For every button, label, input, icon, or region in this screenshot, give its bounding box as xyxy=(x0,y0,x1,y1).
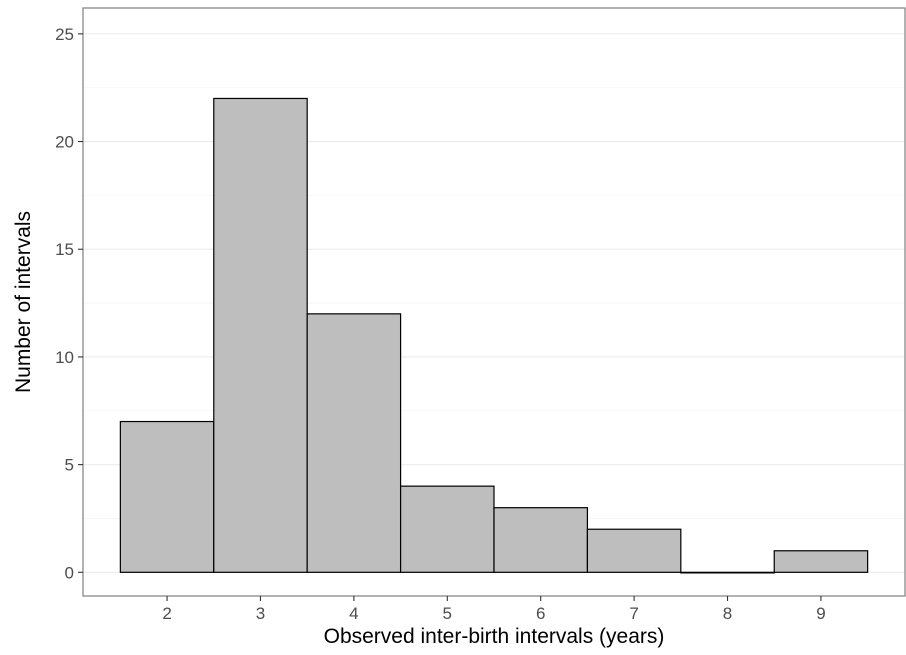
y-tick-label: 0 xyxy=(65,563,74,582)
y-tick-label: 5 xyxy=(65,456,74,475)
y-tick-label: 15 xyxy=(55,240,74,259)
x-axis-title: Observed inter-birth intervals (years) xyxy=(324,625,665,648)
x-tick-label: 7 xyxy=(629,604,638,623)
bar-9 xyxy=(773,550,869,573)
bar-7 xyxy=(586,528,682,573)
bar-5 xyxy=(399,485,495,573)
bar-6 xyxy=(493,507,589,573)
bar-8 xyxy=(680,571,775,574)
y-tick-label: 25 xyxy=(55,25,74,44)
x-tick-label: 5 xyxy=(443,604,452,623)
x-tick-label: 8 xyxy=(723,604,732,623)
bars xyxy=(119,97,869,574)
x-tick-label: 2 xyxy=(162,604,171,623)
bar-2 xyxy=(119,420,215,573)
bar-4 xyxy=(306,313,402,573)
x-tick-label: 3 xyxy=(256,604,265,623)
y-tick-label: 20 xyxy=(55,133,74,152)
x-tick-label: 6 xyxy=(536,604,545,623)
plot-panel-border xyxy=(82,7,906,597)
y-axis-title: Number of intervals xyxy=(12,211,35,393)
bar-3 xyxy=(213,97,308,573)
x-tick-label: 9 xyxy=(816,604,825,623)
y-axis: 0 5 10 15 20 25 xyxy=(55,25,83,582)
x-tick-label: 4 xyxy=(349,604,358,623)
y-tick-label: 10 xyxy=(55,348,74,367)
x-axis: 2 3 4 5 6 7 8 9 xyxy=(162,596,826,623)
